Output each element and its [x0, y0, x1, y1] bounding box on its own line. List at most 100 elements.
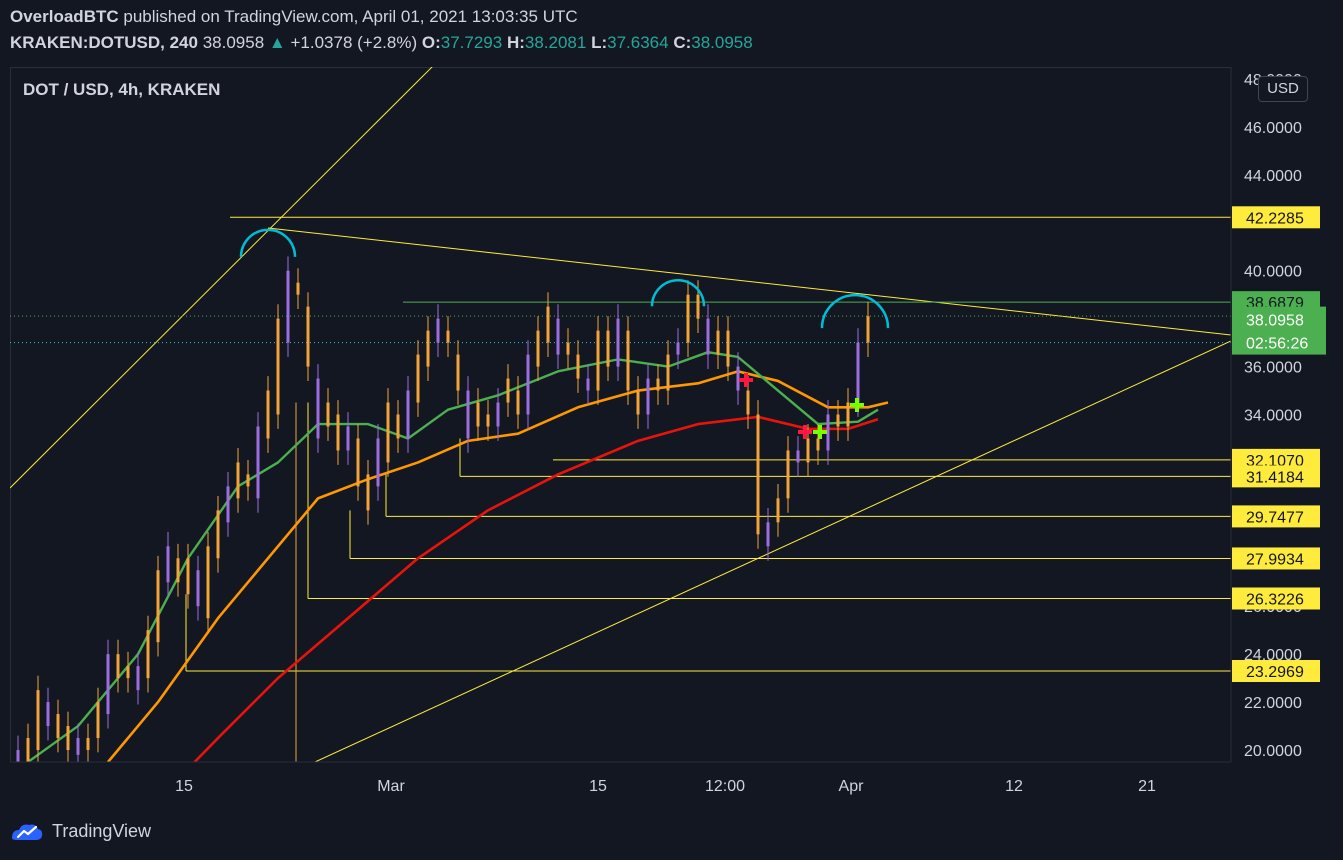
candle-body [486, 414, 490, 427]
current-price-label: 38.0958 [1246, 313, 1304, 330]
candle-body [336, 414, 340, 451]
candle-body [326, 402, 330, 427]
candle-body [86, 738, 90, 751]
x-tick-label: 15 [175, 778, 193, 795]
candle-body [756, 414, 760, 535]
chart-legend[interactable]: DOT / USD, 4h, KRAKEN [23, 80, 221, 99]
symbol-label: KRAKEN:DOTUSD, 240 [10, 33, 198, 52]
level-price-label: 42.2285 [1246, 210, 1304, 227]
trendline-left-rising [10, 67, 433, 489]
candle-body [466, 390, 470, 439]
publish-info: published on TradingView.com, April 01, … [123, 7, 578, 26]
candle-body [446, 330, 450, 343]
open-value: 37.7293 [440, 33, 503, 52]
footer: TradingView [10, 820, 151, 842]
level-price-tag [1232, 505, 1320, 528]
candle-body [676, 342, 680, 355]
candle-body [196, 570, 200, 607]
candle-body [236, 462, 240, 499]
candle-body [566, 342, 570, 355]
level-price-tag [1232, 448, 1320, 471]
candle-body [46, 702, 50, 727]
y-tick-label: 20.0000 [1244, 743, 1302, 760]
currency-button[interactable]: USD [1258, 76, 1308, 102]
candle-body [296, 282, 300, 295]
ema-green-line [25, 350, 879, 762]
candle-body [626, 330, 630, 391]
candle-body [856, 342, 860, 403]
level-price-label: 27.9934 [1246, 551, 1304, 568]
x-tick-label: 12 [1005, 778, 1023, 795]
candle-body [266, 390, 270, 439]
y-tick-label: 24.0000 [1244, 647, 1302, 664]
candle-body [436, 318, 440, 343]
candle-body [866, 316, 870, 343]
candle-body [766, 522, 770, 547]
candle-body [746, 390, 750, 415]
candle-body [666, 354, 670, 391]
signal-plus-marker [813, 425, 827, 439]
level-price-label: 26.3226 [1246, 591, 1304, 608]
candle-body [686, 294, 690, 343]
candle-body [346, 426, 350, 451]
candle-body [716, 330, 720, 355]
candle-body [256, 426, 260, 499]
candle-body [776, 498, 780, 523]
signal-plus-marker [850, 398, 864, 412]
candle-body [546, 306, 550, 343]
candle-body [476, 402, 480, 427]
candle-body [416, 354, 420, 403]
pattern-arc [239, 228, 297, 257]
candle-body [206, 546, 210, 619]
footer-brand[interactable]: TradingView [52, 820, 152, 841]
candle-body [286, 270, 290, 343]
candle-body [506, 378, 510, 403]
candle-body [306, 306, 310, 367]
x-tick-label: 12:00 [705, 778, 745, 795]
author-name[interactable]: OverloadBTC [10, 7, 119, 26]
y-tick-label: 36.0000 [1244, 360, 1302, 377]
candle-body [556, 318, 560, 355]
candle-body [386, 402, 390, 463]
x-tick-label: Mar [377, 778, 405, 795]
open-label: O: [421, 33, 441, 52]
candle-body [366, 474, 370, 511]
close-label: C: [673, 33, 692, 52]
close-value: 38.0958 [691, 33, 753, 52]
high-value: 38.2081 [524, 33, 587, 52]
low-label: L: [591, 33, 608, 52]
candle-body [246, 474, 250, 487]
publish-line: OverloadBTC published on TradingView.com… [10, 7, 578, 27]
signal-plus-marker [739, 373, 753, 387]
candle-body [576, 354, 580, 379]
candle-body [56, 714, 60, 739]
candle-body [796, 450, 800, 463]
candle-body [646, 378, 650, 415]
level-price-tag [1232, 587, 1320, 610]
candle-body [696, 294, 700, 319]
candle-body [786, 450, 790, 499]
candle-body [586, 378, 590, 391]
candle-body [496, 402, 500, 427]
x-tick-label: Apr [839, 778, 865, 795]
level-price-label: 23.2969 [1246, 664, 1304, 681]
candle-body [456, 354, 460, 391]
candle-body [836, 414, 840, 427]
candle-body [126, 666, 130, 679]
candle-body [26, 738, 30, 762]
level-price-tag [1232, 547, 1320, 570]
chart-panel[interactable] [10, 67, 1231, 762]
level-price-tag [1232, 206, 1320, 229]
change-value: +1.0378 (+2.8%) [290, 33, 418, 52]
candle-body [826, 414, 830, 451]
candle-body [596, 330, 600, 391]
candle-body [156, 570, 160, 643]
candle-body [316, 378, 320, 439]
change-arrow-icon: ▲ [268, 33, 286, 52]
level-price-label: 31.4184 [1246, 469, 1304, 486]
candle-body [516, 390, 520, 415]
pattern-arc [650, 279, 706, 307]
ohlc-line: KRAKEN:DOTUSD, 240 38.0958 ▲ +1.0378 (+2… [10, 33, 753, 53]
candle-body [76, 738, 80, 755]
